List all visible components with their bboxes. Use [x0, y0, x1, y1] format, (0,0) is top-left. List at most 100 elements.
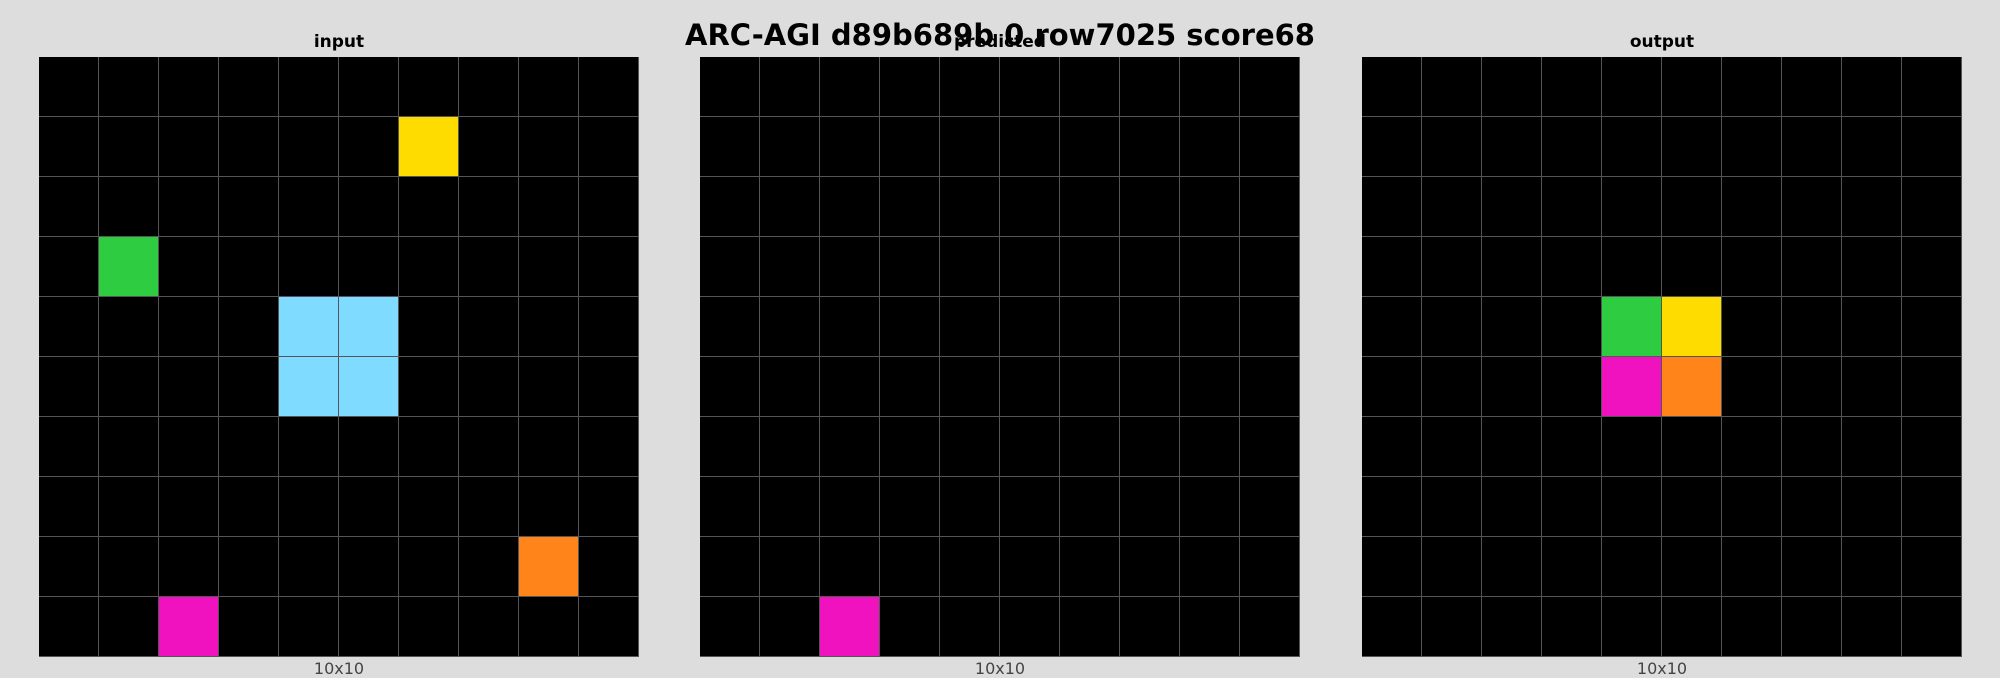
grid-cell	[940, 177, 1000, 237]
grid-cell	[279, 297, 339, 357]
grid-cell	[1602, 537, 1662, 597]
grid-cell	[1662, 57, 1722, 117]
grid-cell	[159, 297, 219, 357]
grid-cell	[940, 537, 1000, 597]
grid-cell	[99, 537, 159, 597]
grid-cell	[159, 597, 219, 657]
grid-cell	[1902, 237, 1962, 297]
grid-cell	[1362, 597, 1422, 657]
grid-cell	[39, 177, 99, 237]
grid-cell	[1842, 477, 1902, 537]
grid-cell	[579, 297, 639, 357]
grid-cell	[159, 57, 219, 117]
grid-cell	[1662, 597, 1722, 657]
grid-cell	[1602, 117, 1662, 177]
grid-cell	[1722, 297, 1782, 357]
grid-cell	[99, 57, 159, 117]
grid-cell	[519, 57, 579, 117]
grid-cell	[1602, 477, 1662, 537]
grid-cell	[1362, 177, 1422, 237]
grid-cell	[880, 477, 940, 537]
grid-cell	[1902, 477, 1962, 537]
grid-cell	[399, 237, 459, 297]
grid-cell	[700, 297, 760, 357]
grid-cell	[1000, 297, 1060, 357]
grid-cell	[219, 417, 279, 477]
grid-cell	[159, 237, 219, 297]
grid-cell	[159, 477, 219, 537]
grid-cell	[820, 237, 880, 297]
grid-cell	[459, 477, 519, 537]
grid-cell	[1362, 357, 1422, 417]
grid-cell	[579, 357, 639, 417]
grid-cell	[339, 177, 399, 237]
grid-cell	[760, 357, 820, 417]
grid-cell	[1120, 237, 1180, 297]
grid-cell	[940, 117, 1000, 177]
grid-cell	[1180, 477, 1240, 537]
grid-cell	[279, 537, 339, 597]
grid-cell	[1602, 57, 1662, 117]
grid-cell	[399, 117, 459, 177]
grid-cell	[399, 597, 459, 657]
grid-cell	[279, 177, 339, 237]
grid-cell	[880, 537, 940, 597]
grid-cell	[1240, 117, 1300, 177]
grid-cell	[1722, 177, 1782, 237]
grid-cell	[99, 237, 159, 297]
grid-cell	[399, 417, 459, 477]
grid-cell	[519, 357, 579, 417]
grid-cell	[1482, 57, 1542, 117]
grid-cell	[39, 357, 99, 417]
grid-cell	[1722, 357, 1782, 417]
grid-cell	[519, 117, 579, 177]
grid-cell	[1662, 177, 1722, 237]
grid-cell	[820, 177, 880, 237]
grid-cell	[940, 477, 1000, 537]
grid-cell	[1362, 57, 1422, 117]
grid-cell	[1482, 177, 1542, 237]
grid-cell	[760, 117, 820, 177]
grid-cell	[1120, 117, 1180, 177]
grid-cell	[1602, 597, 1662, 657]
grid-cell	[1060, 57, 1120, 117]
grid-cell	[1240, 237, 1300, 297]
grid-cell	[1842, 417, 1902, 477]
grid-cell	[880, 417, 940, 477]
grid-cell	[1842, 537, 1902, 597]
grid-cell	[880, 237, 940, 297]
grid-cell	[339, 57, 399, 117]
grid-cell	[219, 177, 279, 237]
grid-cell	[1422, 477, 1482, 537]
grid-cell	[700, 537, 760, 597]
grid-cell	[1240, 57, 1300, 117]
grid-cell	[1902, 297, 1962, 357]
grid-cell	[1662, 237, 1722, 297]
grid-cell	[1902, 597, 1962, 657]
grid-cell	[579, 537, 639, 597]
grid-cell	[880, 117, 940, 177]
grid-cell	[279, 477, 339, 537]
grid-cell	[880, 357, 940, 417]
grid-cell	[279, 597, 339, 657]
grid-cell	[1482, 537, 1542, 597]
grid-cell	[1482, 297, 1542, 357]
grid-cell	[820, 537, 880, 597]
grid-cell	[1120, 357, 1180, 417]
grid-cell	[1362, 477, 1422, 537]
grid-cell	[39, 597, 99, 657]
grid-cell	[99, 117, 159, 177]
grid-cell	[219, 537, 279, 597]
grid-cell	[1422, 597, 1482, 657]
grid-cell	[579, 417, 639, 477]
grid-cell	[1240, 177, 1300, 237]
grid-cell	[1542, 177, 1602, 237]
grid-cell	[1842, 57, 1902, 117]
grid-cell	[1662, 357, 1722, 417]
grid-cell	[1362, 237, 1422, 297]
grid-cell	[1722, 597, 1782, 657]
grid-cell	[1000, 237, 1060, 297]
grid-cell	[579, 177, 639, 237]
grid-cell	[940, 297, 1000, 357]
grid-cell	[459, 417, 519, 477]
